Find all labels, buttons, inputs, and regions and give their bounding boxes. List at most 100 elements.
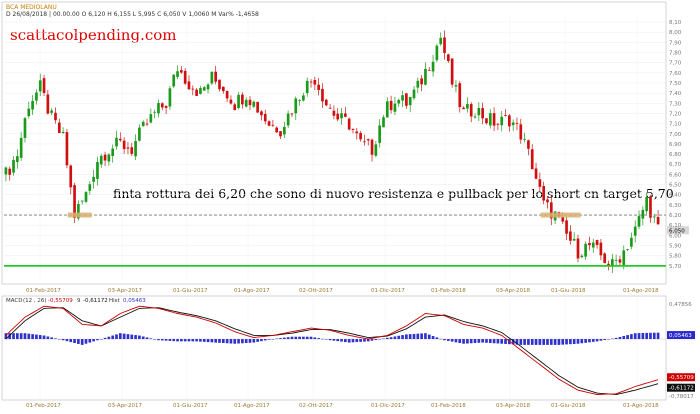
histogram-bar <box>580 339 584 344</box>
candle-bull <box>202 87 206 91</box>
macd-x-tick-label: 01-Ago-2018 <box>623 403 659 409</box>
candle-bear <box>267 121 271 126</box>
histogram-bar <box>446 339 450 341</box>
signal-legend-label: 9 <box>77 298 81 304</box>
candle-bear <box>450 58 454 85</box>
candle-bull <box>244 99 248 107</box>
histogram-bar <box>38 335 42 340</box>
histogram-bar <box>107 336 111 340</box>
histogram-bar <box>294 336 298 340</box>
candle-bull <box>393 103 397 112</box>
macd-y-tick-label: -0,61172 <box>669 386 694 392</box>
candle-bear <box>649 196 652 218</box>
histogram-bar <box>332 339 336 341</box>
histogram-bar <box>557 339 561 345</box>
histogram-bar <box>504 339 507 344</box>
macd-value-badge <box>667 383 695 392</box>
candle-bear <box>618 259 622 263</box>
histogram-bar <box>469 339 473 344</box>
x-tick-label: 01-Ago-2017 <box>234 288 270 294</box>
histogram-bar <box>599 339 603 341</box>
candle-bull <box>633 226 637 236</box>
candle-bull <box>92 176 95 182</box>
candle-bear <box>363 141 366 143</box>
candle-bull <box>38 80 42 92</box>
candle-bull <box>408 97 412 106</box>
candle-bear <box>389 100 393 111</box>
candle-bear <box>542 186 546 201</box>
candle-bull <box>424 68 427 85</box>
histogram-bar <box>46 336 50 340</box>
candle-bear <box>366 139 370 141</box>
candle-bear <box>656 217 660 225</box>
y-tick-label: 7,00 <box>669 132 682 138</box>
y-tick-label: 7,60 <box>669 71 682 77</box>
histogram-bar <box>210 339 214 343</box>
candle-bear <box>8 168 12 175</box>
histogram-bar <box>549 339 553 345</box>
false-breakout-box-2 <box>540 212 581 218</box>
histogram-bar <box>485 339 488 343</box>
macd-value-badge <box>667 331 695 340</box>
candle-bear <box>599 242 603 256</box>
candle-bull <box>500 116 504 126</box>
candle-bear <box>328 107 332 109</box>
candle-bull <box>385 101 389 118</box>
histogram-bar <box>538 339 542 345</box>
histogram-bar <box>221 339 225 344</box>
histogram-bar <box>344 339 347 343</box>
candle-bear <box>160 103 164 108</box>
candle-bear <box>324 99 328 106</box>
histogram-bar <box>424 333 427 340</box>
histogram-bar <box>431 336 435 340</box>
x-tick-label: 01-Ago-2018 <box>623 288 659 294</box>
histogram-bar <box>122 333 126 340</box>
macd-legend-value: -0,55709 <box>48 298 73 304</box>
y-tick-label: 6,60 <box>669 172 682 178</box>
y-tick-label: 7,50 <box>669 81 682 87</box>
histogram-bar <box>57 339 61 340</box>
macd-x-tick-label: 01-Giu-2018 <box>551 403 586 409</box>
candle-bull <box>61 131 65 134</box>
candle-bear <box>344 113 347 117</box>
macd-x-axis: 01-Feb-2017 03-Apr-2017 01-Giu-2017 01-Ago-… <box>26 403 659 409</box>
candle-bear <box>347 118 351 130</box>
y-tick-label: 6,20 <box>669 213 682 219</box>
candle-bull <box>149 114 153 123</box>
candle-bull <box>523 138 526 140</box>
candle-bear <box>355 131 359 134</box>
candle-bull <box>572 238 576 241</box>
candle-bear <box>290 113 294 115</box>
histogram-bar <box>450 339 454 342</box>
candle-bear <box>443 37 446 54</box>
candle-bear <box>260 111 263 116</box>
candle-bear <box>229 99 233 104</box>
y-tick-label: 7,40 <box>669 91 682 97</box>
y-tick-label: 7,70 <box>669 61 682 67</box>
price-y-axis: 8,10 8,00 7,90 7,80 7,70 7,60 7,50 7,40 7,30 7,20… <box>669 20 682 270</box>
candle-bull <box>4 167 8 175</box>
candle-bear <box>508 115 511 127</box>
histogram-bar <box>546 339 549 345</box>
histogram-bar <box>530 339 534 345</box>
histogram-bar <box>305 336 309 340</box>
candle-bear <box>221 86 225 92</box>
histogram-bar <box>561 339 565 345</box>
histogram-bar <box>637 333 641 340</box>
histogram-bar <box>183 339 187 342</box>
histogram-bar <box>73 339 76 344</box>
y-tick-label: 5,70 <box>669 264 682 270</box>
candle-bull <box>473 116 477 118</box>
histogram-bar <box>16 333 19 340</box>
histogram-bar <box>462 339 465 344</box>
candle-bear <box>576 238 580 259</box>
histogram-bar <box>595 339 599 342</box>
histogram-bar <box>427 334 431 340</box>
candle-bull <box>591 242 595 248</box>
histogram-bar <box>515 339 519 345</box>
y-tick-label: 6,00 <box>669 233 682 239</box>
candle-bear <box>595 240 599 245</box>
macd-x-tick-label: 03-Apr-2017 <box>108 403 143 409</box>
chart-annotation: finta rottura dei 6,20 che sono di nuovo… <box>113 186 674 201</box>
y-tick-label: 6,10 <box>669 223 682 229</box>
